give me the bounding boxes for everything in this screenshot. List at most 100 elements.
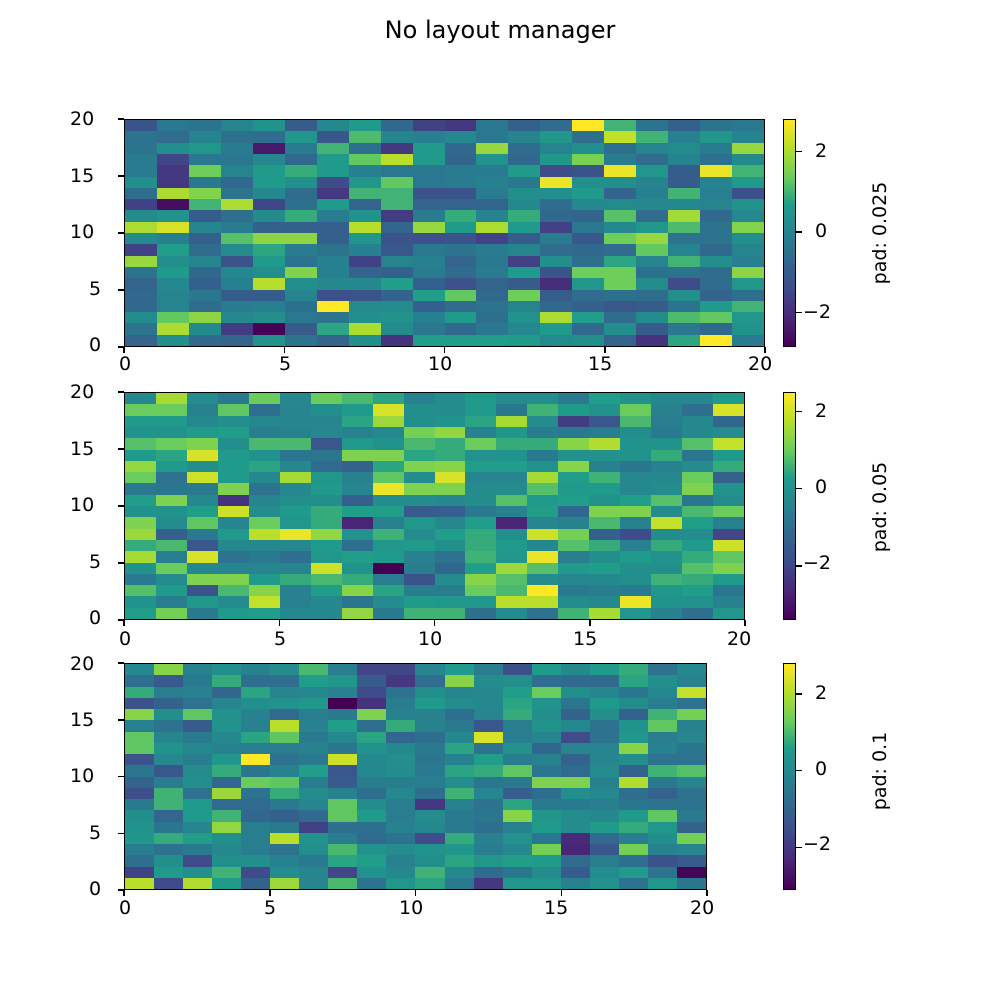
heatmap-cell — [476, 210, 509, 222]
heatmap-cell — [531, 664, 561, 676]
heatmap-cell — [444, 844, 474, 856]
heatmap-cell — [248, 404, 280, 416]
heatmap-cell — [473, 765, 503, 777]
heatmap-cell — [341, 517, 373, 529]
heatmap-cell — [527, 517, 559, 529]
heatmap-cell — [372, 585, 404, 597]
heatmap-cell — [328, 675, 358, 687]
heatmap-cell — [212, 787, 242, 799]
heatmap-cell — [412, 187, 445, 200]
heatmap-cell — [125, 438, 156, 450]
heatmap-cell — [700, 323, 733, 335]
heatmap-cell — [284, 210, 317, 222]
heatmap-cell — [636, 278, 669, 290]
heatmap-cell — [502, 765, 532, 777]
heatmap-cell — [403, 506, 435, 518]
heatmap-cell — [372, 483, 404, 495]
heatmap-cell — [682, 517, 714, 529]
heatmap-cell — [186, 404, 218, 416]
heatmap-cell — [220, 165, 253, 177]
heatmap-cell — [299, 742, 329, 754]
heatmap-grid-1 — [125, 120, 764, 346]
heatmap-cell — [380, 289, 413, 301]
heatmap-cell — [682, 393, 714, 405]
heatmap-cell — [125, 300, 157, 313]
heatmap-cell — [651, 483, 683, 495]
heatmap-cell — [713, 506, 744, 518]
heatmap-cell — [713, 449, 744, 461]
heatmap-cell — [508, 221, 541, 233]
heatmap-cell — [531, 855, 561, 867]
heatmap-cell — [572, 120, 605, 132]
heatmap-cell — [348, 165, 381, 177]
colorbar-3 — [783, 663, 796, 890]
heatmap-cell — [444, 221, 477, 233]
tick-mark — [123, 347, 125, 353]
heatmap-cell — [220, 244, 253, 256]
heatmap-cell — [473, 855, 503, 867]
heatmap-cell — [316, 334, 349, 346]
heatmap-cell — [700, 142, 733, 154]
heatmap-cell — [248, 438, 280, 450]
heatmap-cell — [540, 323, 573, 335]
heatmap-cell — [412, 233, 445, 245]
heatmap-cell — [620, 438, 652, 450]
heatmap-cell — [647, 844, 677, 856]
heatmap-cell — [444, 742, 474, 754]
heatmap-cell — [125, 731, 155, 743]
heatmap-cell — [125, 472, 156, 484]
heatmap-cell — [310, 415, 342, 427]
heatmap-cell — [415, 754, 445, 766]
heatmap-cell — [713, 472, 744, 484]
heatmap-cell — [125, 323, 157, 335]
heatmap-cell — [299, 799, 329, 811]
heatmap-cell — [700, 300, 733, 313]
heatmap-cell — [651, 426, 683, 439]
heatmap-cell — [636, 142, 669, 154]
heatmap-cell — [241, 821, 271, 833]
heatmap-cell — [188, 187, 221, 200]
heatmap-cell — [212, 709, 242, 721]
heatmap-cell — [415, 844, 445, 856]
heatmap-cell — [589, 855, 619, 867]
heatmap-cell — [341, 596, 373, 608]
heatmap-cell — [589, 731, 619, 743]
heatmap-cell — [527, 596, 559, 608]
tick-mark — [118, 448, 124, 450]
heatmap-cell — [713, 438, 744, 450]
heatmap-cell — [444, 300, 477, 313]
heatmap-cell — [589, 494, 621, 506]
heatmap-cell — [310, 494, 342, 506]
heatmap-cell — [212, 866, 242, 878]
heatmap-cell — [618, 877, 648, 889]
heatmap-cell — [403, 494, 435, 506]
heatmap-cell — [558, 426, 590, 439]
heatmap-cell — [476, 131, 509, 143]
heatmap-cell — [473, 799, 503, 811]
heatmap-cell — [476, 176, 509, 188]
x-tick-label: 0 — [119, 353, 132, 375]
heatmap-cell — [636, 120, 669, 132]
heatmap-cell — [682, 506, 714, 518]
heatmap-cell — [465, 472, 497, 484]
heatmap-cell — [668, 187, 701, 200]
heatmap-cell — [348, 153, 381, 166]
heatmap-cell — [415, 799, 445, 811]
tick-mark — [706, 890, 708, 896]
heatmap-cell — [444, 165, 477, 177]
heatmap-cell — [496, 415, 528, 427]
heatmap-cell — [125, 787, 155, 799]
heatmap-cell — [527, 562, 559, 574]
heatmap-cell — [248, 562, 280, 574]
heatmap-cell — [465, 449, 497, 461]
heatmap-cell — [589, 483, 621, 495]
heatmap-cell — [508, 176, 541, 188]
heatmap-cell — [531, 821, 561, 833]
heatmap-cell — [248, 607, 280, 619]
heatmap-cell — [668, 142, 701, 154]
heatmap-cell — [651, 506, 683, 518]
heatmap-cell — [386, 844, 416, 856]
heatmap-cell — [682, 426, 714, 439]
heatmap-cell — [465, 562, 497, 574]
heatmap-cell — [125, 562, 156, 574]
